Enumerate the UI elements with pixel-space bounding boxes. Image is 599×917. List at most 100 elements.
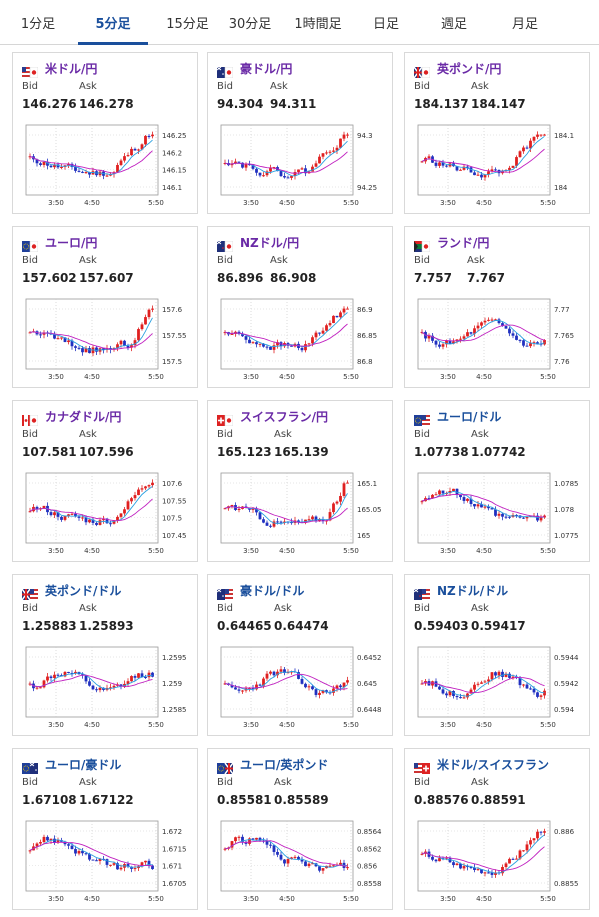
- pair-link[interactable]: ランド/円: [414, 233, 489, 252]
- candle: [469, 689, 473, 694]
- candle: [147, 672, 151, 678]
- pair-link[interactable]: 豪ドル/ドル: [216, 581, 304, 600]
- y-tick-label: 107.5: [162, 515, 182, 523]
- mini-candle-chart[interactable]: 157.6 157.55 157.5 3:50 4:50 5:50: [19, 295, 191, 385]
- pair-link[interactable]: NZドル/ドル: [413, 581, 508, 600]
- candle: [251, 688, 255, 690]
- pair-link[interactable]: カナダドル/円: [22, 407, 121, 426]
- rate-card[interactable]: ユーロ/円 Bid Ask 157.602 157.607 157.6 157.55 157.…: [12, 226, 198, 388]
- pair-link[interactable]: ユーロ/ドル: [414, 407, 501, 426]
- candle: [140, 673, 144, 678]
- candle: [42, 680, 46, 688]
- candle: [314, 163, 318, 167]
- candle: [84, 675, 88, 682]
- candle: [255, 342, 258, 345]
- pair-link[interactable]: 豪ドル/円: [216, 59, 292, 78]
- rate-card[interactable]: 豪ドル/円 Bid Ask 94.304 94.311 94.3 94.25 3:50 4:50…: [207, 52, 393, 214]
- candle: [459, 494, 462, 498]
- tab-2[interactable]: 15分足: [166, 17, 209, 32]
- pair-link[interactable]: ユーロ/円: [22, 233, 97, 252]
- candle: [494, 169, 497, 171]
- candle: [297, 520, 300, 523]
- moving-average-long: [224, 673, 348, 690]
- tab-0[interactable]: 1分足: [20, 17, 56, 32]
- pair-link[interactable]: 英ポンド/ドル: [21, 581, 121, 600]
- rate-card[interactable]: NZドル/円 Bid Ask 86.896 86.908 86.9 86.85 86.8 3:5…: [207, 226, 393, 388]
- bid-value: 165.123: [217, 445, 272, 459]
- candle: [234, 161, 237, 164]
- bid-value: 107.581: [22, 445, 77, 459]
- mini-candle-chart[interactable]: 146.25 146.2 146.15 146.1 3:50 4:50 5:50: [19, 121, 191, 211]
- pair-link[interactable]: 米ドル/円: [22, 59, 97, 78]
- tab-3[interactable]: 30分足: [228, 17, 272, 32]
- candle: [469, 332, 473, 334]
- pair-link[interactable]: 英ポンド/円: [413, 59, 501, 78]
- eu-gb-flag-icon: [217, 759, 234, 774]
- candle: [441, 490, 445, 494]
- x-tick-label: 3:50: [440, 895, 456, 903]
- candle: [518, 850, 522, 859]
- rate-card[interactable]: ユーロ/ドル Bid Ask 1.07738 1.07742 1.0785 1.078 1.0…: [404, 400, 590, 562]
- moving-average-long: [29, 674, 153, 688]
- candle: [77, 170, 81, 172]
- candle: [39, 334, 42, 336]
- candle: [438, 344, 441, 347]
- mini-candle-chart[interactable]: 0.5944 0.5942 0.594 3:50 4:50 5:50: [411, 643, 583, 733]
- candle: [532, 342, 536, 344]
- tab-5[interactable]: 日足: [372, 17, 399, 32]
- tab-4[interactable]: 1時間足: [294, 17, 342, 32]
- bid-label: Bid: [22, 81, 38, 92]
- mini-candle-chart[interactable]: 107.6 107.55 107.5 107.45 3:50 4:50 5:50: [19, 469, 191, 559]
- mini-candle-chart[interactable]: 1.672 1.6715 1.671 1.6705 3:50 4:50 5:50: [19, 817, 191, 907]
- rate-card[interactable]: スイスフラン/円 Bid Ask 165.123 165.139 165.1 165.05 1…: [207, 400, 393, 562]
- pair-link[interactable]: 米ドル/スイスフラン: [414, 755, 549, 774]
- mini-candle-chart[interactable]: 0.6452 0.645 0.6448 3:50 4:50 5:50: [214, 643, 386, 733]
- tab-6[interactable]: 週足: [440, 17, 467, 32]
- rate-card[interactable]: 米ドル/スイスフラン Bid Ask 0.88576 0.88591 0.886 0.885…: [404, 748, 590, 910]
- mini-candle-chart[interactable]: 184.1 184 3:50 4:50 5:50: [411, 121, 583, 211]
- rate-card[interactable]: 英ポンド/円 Bid Ask 184.137 184.147 184.1 184 3:50 4:…: [404, 52, 590, 214]
- candle: [321, 153, 325, 157]
- rate-card[interactable]: ランド/円 Bid Ask 7.757 7.767 7.77 7.765 7.76 3:50 4:…: [404, 226, 590, 388]
- mini-candle-chart[interactable]: 0.8564 0.8562 0.856 0.8558 3:50 4:50 5:50: [214, 817, 386, 907]
- candle: [455, 166, 459, 171]
- pair-link[interactable]: ユーロ/英ポンド: [217, 755, 328, 774]
- mini-candle-chart[interactable]: 0.886 0.8855 3:50 4:50 5:50: [411, 817, 583, 907]
- bid-label: Bid: [22, 603, 38, 614]
- tab-1[interactable]: 5分足: [78, 0, 148, 45]
- candle: [300, 168, 304, 170]
- candle: [116, 344, 119, 348]
- candle: [508, 858, 511, 864]
- rate-card[interactable]: ユーロ/英ポンド Bid Ask 0.85581 0.85589 0.8564 0.8562…: [207, 748, 393, 910]
- candle: [255, 168, 258, 173]
- candle: [431, 856, 434, 860]
- y-tick-label: 165.05: [357, 506, 382, 514]
- rate-card[interactable]: カナダドル/円 Bid Ask 107.581 107.596 107.6 107.55 10…: [12, 400, 198, 562]
- mini-candle-chart[interactable]: 1.2595 1.259 1.2585 3:50 4:50 5:50: [19, 643, 191, 733]
- pair-link[interactable]: ユーロ/豪ドル: [22, 755, 121, 774]
- candle: [279, 171, 283, 177]
- mini-candle-chart[interactable]: 94.3 94.25 3:50 4:50 5:50: [214, 121, 386, 211]
- candle: [427, 335, 431, 339]
- bid-label: Bid: [217, 255, 233, 266]
- rate-card[interactable]: 英ポンド/ドル Bid Ask 1.25883 1.25893 1.2595 1.259 1.…: [12, 574, 198, 736]
- rate-card[interactable]: 豪ドル/ドル Bid Ask 0.64465 0.64474 0.6452 0.645 0.6…: [207, 574, 393, 736]
- rate-card[interactable]: NZドル/ドル Bid Ask 0.59403 0.59417 0.5944 0.5942 0…: [404, 574, 590, 736]
- rate-card[interactable]: 米ドル/円 Bid Ask 146.276 146.278 146.25 146.2 146.…: [12, 52, 198, 214]
- mini-candle-chart[interactable]: 165.1 165.05 165 3:50 4:50 5:50: [214, 469, 386, 559]
- tab-7[interactable]: 月足: [511, 17, 538, 32]
- rate-card[interactable]: ユーロ/豪ドル Bid Ask 1.67108 1.67122 1.672 1.6715 1.…: [12, 748, 198, 910]
- candle: [258, 512, 262, 520]
- y-tick-label: 0.8562: [357, 845, 382, 853]
- candle: [35, 843, 39, 847]
- pair-link[interactable]: NZドル/円: [216, 233, 299, 252]
- pair-link[interactable]: スイスフラン/円: [217, 407, 328, 426]
- candle: [126, 864, 130, 867]
- mini-candle-chart[interactable]: 7.77 7.765 7.76 3:50 4:50 5:50: [411, 295, 583, 385]
- mini-candle-chart[interactable]: 86.9 86.85 86.8 3:50 4:50 5:50: [214, 295, 386, 385]
- candle: [511, 676, 515, 678]
- candle: [151, 308, 154, 310]
- candle: [46, 162, 49, 166]
- x-tick-label: 4:50: [279, 547, 295, 555]
- mini-candle-chart[interactable]: 1.0785 1.078 1.0775 3:50 4:50 5:50: [411, 469, 583, 559]
